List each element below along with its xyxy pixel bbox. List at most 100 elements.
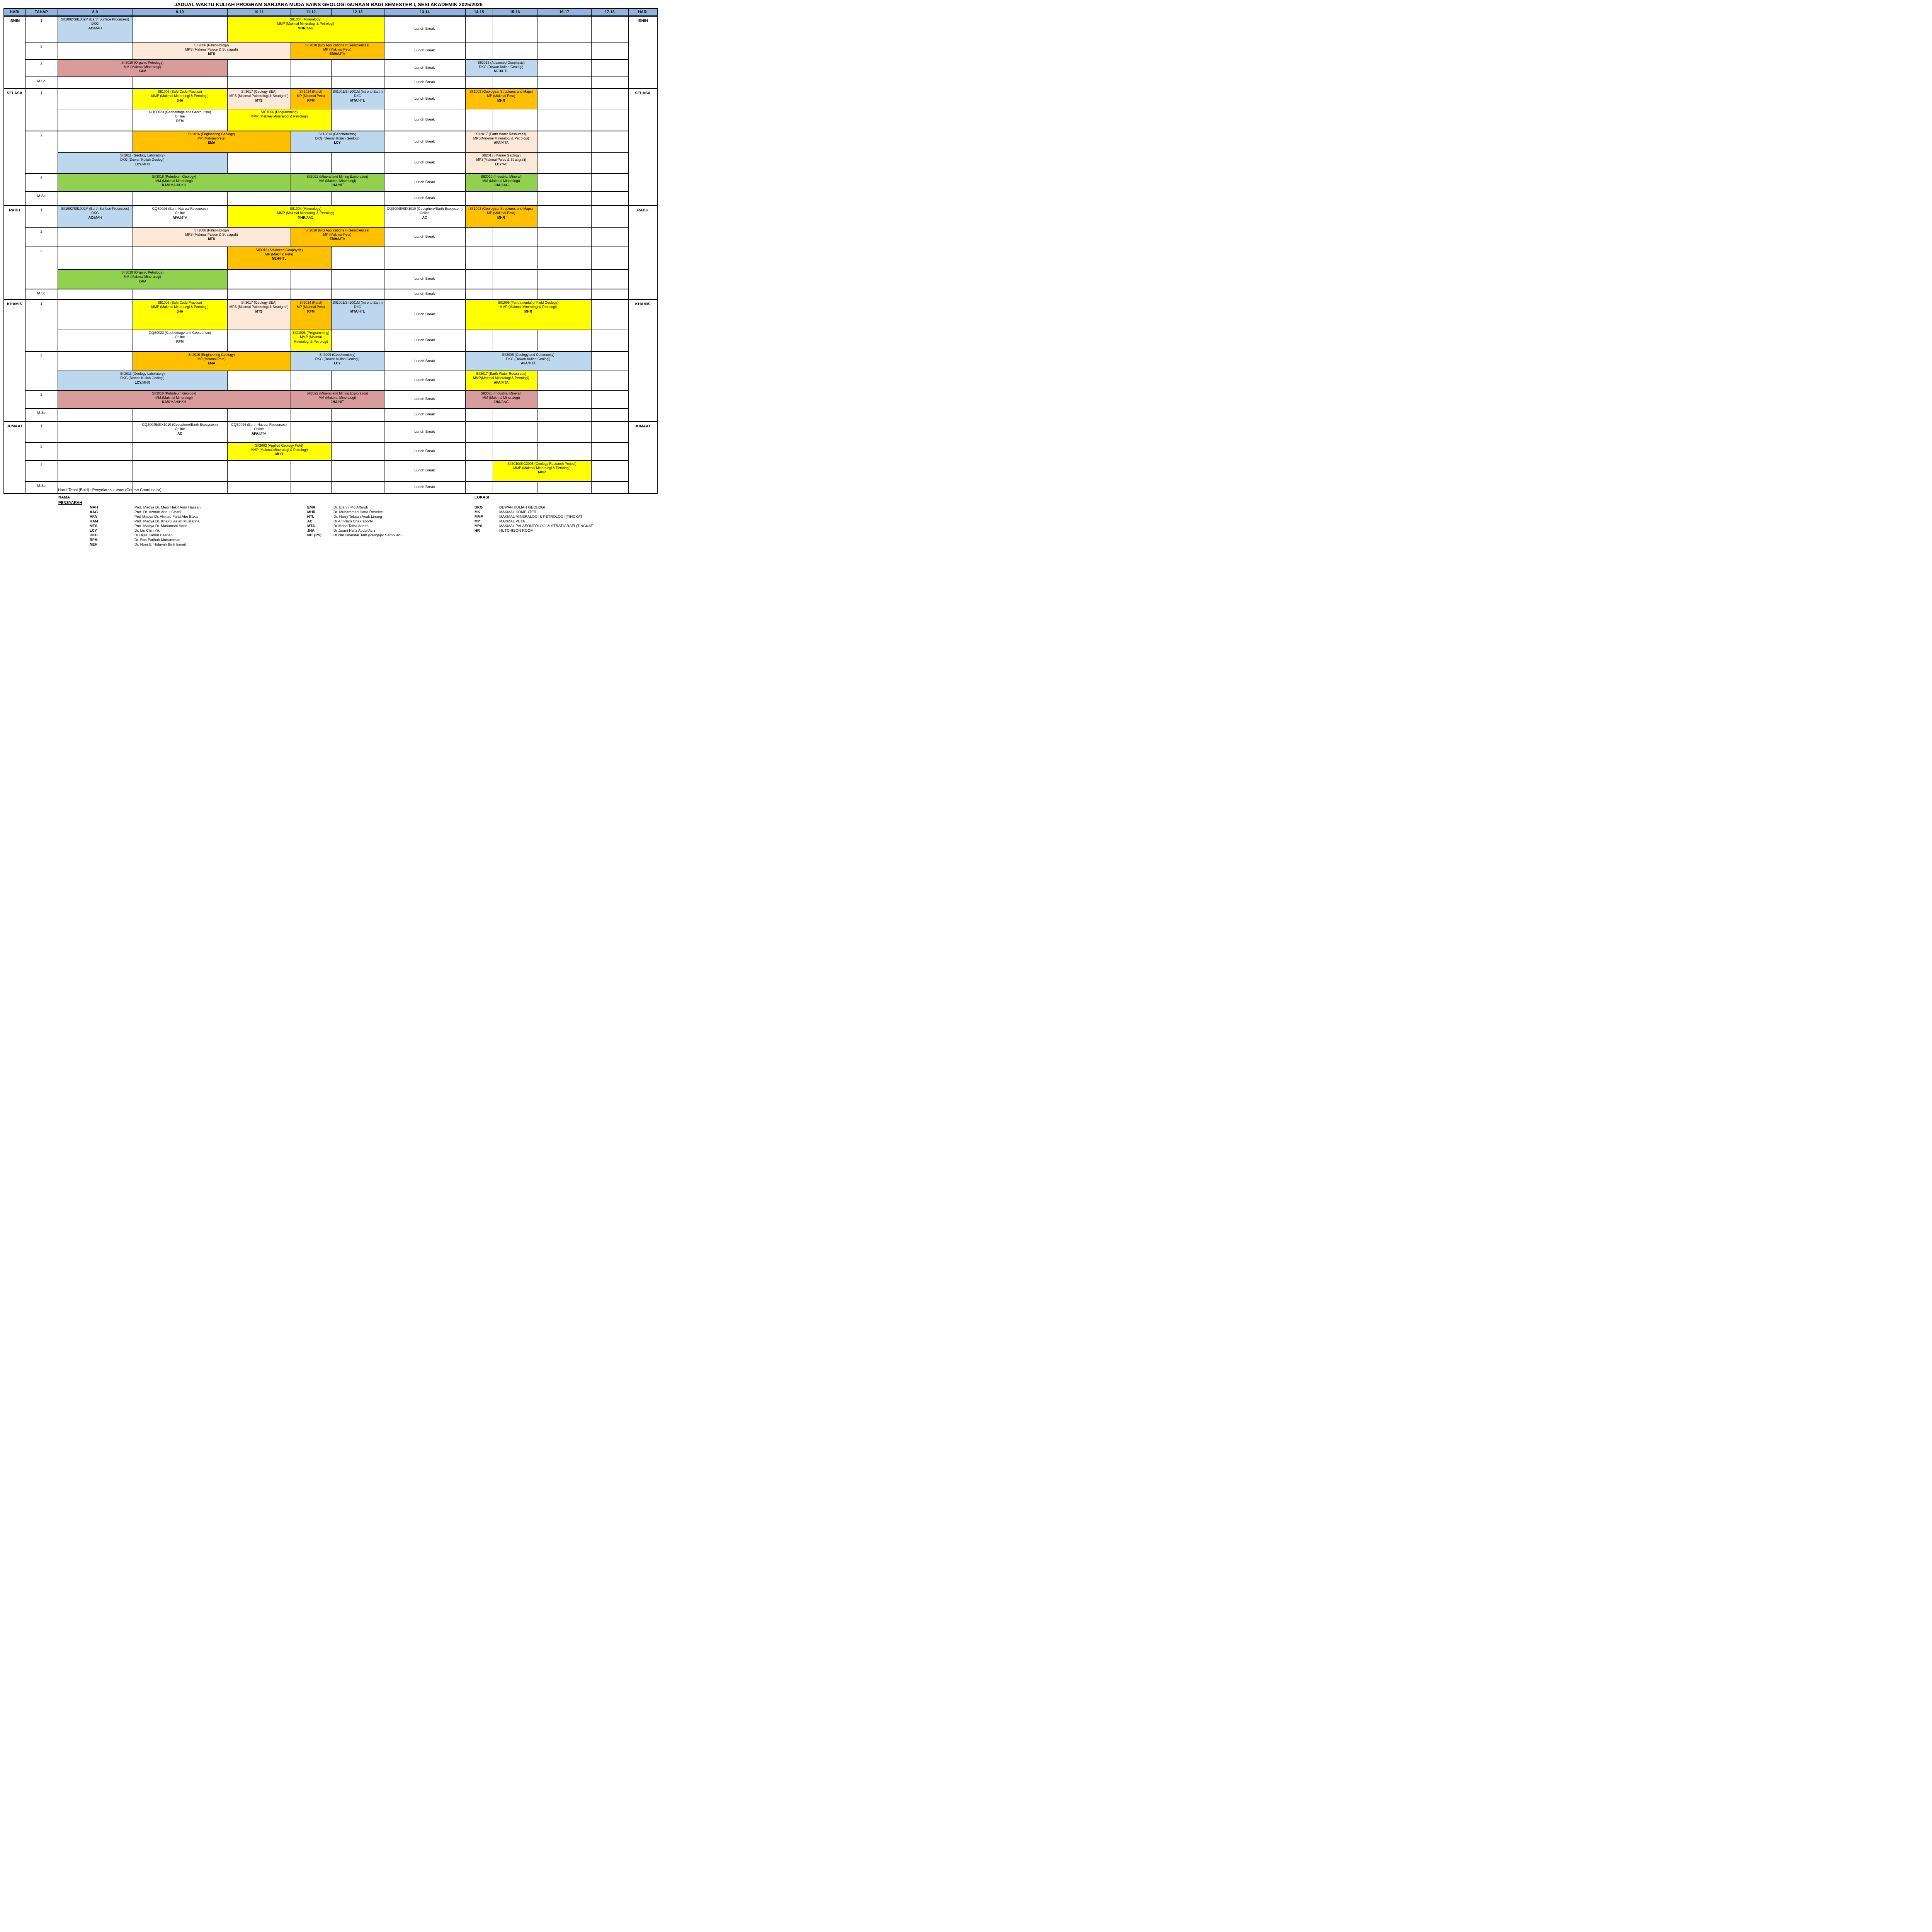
- lunch-break-cell: Lunch Break: [384, 389, 466, 408]
- empty-cell: [331, 109, 384, 131]
- list-item: AFA Prof Madya Dr. Ahmad Farid Abu Bakar: [90, 515, 199, 519]
- tahap-label: 1: [25, 421, 58, 442]
- empty-cell: [465, 288, 493, 299]
- empty-cell: [591, 288, 629, 299]
- empty-cell: [227, 481, 291, 493]
- empty-cell: [465, 421, 493, 442]
- empty-cell: [537, 442, 592, 461]
- day-label-jumaat: JUMAAT: [3, 421, 26, 493]
- empty-cell: [227, 408, 291, 422]
- empty-cell: [132, 288, 228, 299]
- empty-cell: [290, 76, 332, 88]
- lunch-break-cell: Lunch Break: [384, 442, 466, 461]
- class-cell-sii2011: SII2011 (Geology Laboratory) DKG (Dewan K…: [57, 152, 228, 173]
- empty-cell: [591, 109, 629, 131]
- empty-cell: [331, 421, 384, 442]
- col-header-13-14: 13-14: [384, 8, 466, 17]
- empty-cell: [57, 288, 133, 299]
- col-header-17-18: 17-18: [591, 8, 629, 17]
- class-cell-sii3018: SII3018 (Petroleum Geology) MM (Makmal Mi…: [57, 389, 291, 408]
- class-cell-sii2006: SII2006 (Paleontology) MPS (Makmal Paleon…: [132, 41, 291, 60]
- location-list: DKG DEWAN KULIAH GEOLOGI MK MAKMAL KOMPUTE…: [474, 505, 593, 533]
- list-item: AAG Prof. Dr. Azman Abdul Ghani: [90, 510, 181, 514]
- tahap-label: 2: [25, 41, 58, 60]
- empty-cell: [537, 421, 592, 442]
- row-selasa-1a: SELASA 1 SII1006 (Safe Code Practice) MMP…: [3, 88, 658, 206]
- row-jumaat-msc: M.Sc Lunch Break: [4, 481, 657, 493]
- class-cell-sii2017: SII2017 (Earth Water Resources) MMP(Makma…: [465, 371, 537, 390]
- empty-cell: [227, 269, 291, 289]
- empty-cell: [57, 299, 133, 330]
- empty-cell: [591, 269, 629, 289]
- empty-cell: [57, 330, 133, 352]
- empty-cell: [591, 351, 629, 371]
- class-cell-sii2016: SII2016 (Engineering Geology) MP (Makmal …: [132, 351, 291, 371]
- row-khamis-2a: 2 SII2016 (Engineering Geology) MP (Makma…: [4, 351, 657, 390]
- empty-cell: [492, 41, 537, 60]
- empty-cell: [591, 130, 629, 153]
- empty-cell: [331, 330, 384, 352]
- empty-cell: [537, 389, 592, 408]
- tahap-label: 2: [25, 351, 58, 390]
- list-item: HR HUTCHISON ROOM: [474, 529, 534, 533]
- empty-cell: [465, 330, 493, 352]
- list-item: NIT (PS) Dr Nur Iskandar Taib (Pengajar S…: [307, 533, 402, 537]
- lunch-break-cell: Lunch Break: [384, 371, 466, 390]
- row-selasa-3: 3 SII3018 (Petroleum Geology) MM (Makmal …: [4, 173, 657, 192]
- empty-cell: [537, 330, 592, 352]
- list-item: NEH Dr. Noer El Hidayah Binti Ismail: [90, 543, 186, 547]
- empty-cell: [591, 460, 629, 481]
- list-item: EMA Dr. Elanni Md Affandi: [307, 505, 368, 510]
- empty-cell: [492, 288, 537, 299]
- empty-cell: [537, 109, 592, 131]
- col-header-9-10: 9-10: [132, 8, 228, 17]
- class-cell-sii1001: SII1001/SII1001M (Intro to Earth) DKG MTA/…: [331, 88, 384, 109]
- empty-cell: [465, 191, 493, 206]
- empty-cell: [537, 205, 592, 227]
- empty-cell: [492, 15, 537, 42]
- empty-cell: [492, 246, 537, 270]
- empty-cell: [290, 288, 332, 299]
- row-rabu-1: RABU 1 SII1002/SII1002M (Earth Surface P…: [3, 205, 658, 299]
- tahap-label: 2: [25, 130, 58, 173]
- empty-cell: [465, 76, 493, 88]
- class-cell-sii1005: SII1005 (Fundamental of Field Geology) MM…: [465, 299, 592, 330]
- class-cell-sii3013: SII3013 (Advanced Geophysic) MP (Makmal P…: [227, 246, 332, 270]
- row-jumaat-1: JUMAAT 1 GQS0045/SIX1010 (Geosphere/Eart…: [3, 421, 658, 493]
- empty-cell: [290, 481, 332, 493]
- class-cell-sii2017: SII2017 (Earth Water Resources) MPS(Makma…: [465, 130, 537, 153]
- timetable-grid: HARI TAHAP 8-9 9-10 10-11 11-12 12-13 13…: [3, 8, 658, 494]
- class-cell-sii3020: SII3020 (Industrial Mineral) MM (Makmal M…: [465, 389, 537, 408]
- row-khamis-msc: M.Sc Lunch Break: [4, 408, 657, 422]
- lecturer-list-1: MAH Prof. Madya Dr. Meor Hakif Amir Hassa…: [90, 505, 201, 547]
- empty-cell: [132, 76, 228, 88]
- class-cell-sii1006: SII1006 (Safe Code Practice) MMP (Makmal …: [132, 88, 228, 109]
- empty-cell: [132, 460, 228, 481]
- location-list-header: LOKASI: [474, 495, 489, 500]
- empty-cell: [227, 59, 291, 77]
- empty-cell: [492, 442, 537, 461]
- class-cell-sii3019: SII3019 (Organic Petrology) MM (Makmal Mi…: [57, 269, 228, 289]
- day-label-khamis-right: KHAMIS: [628, 299, 658, 422]
- row-rabu-3b: SII3019 (Organic Petrology) MM (Makmal Mi…: [4, 269, 657, 289]
- list-item: RFM Dr. Ros Fatihah Muhammad: [90, 538, 180, 542]
- empty-cell: [591, 330, 629, 352]
- empty-cell: [132, 481, 228, 493]
- class-cell-sii2014: SII2014 (Karst) MP (Makmal Peta) RFM: [290, 88, 332, 109]
- empty-cell: [537, 371, 592, 390]
- empty-cell: [331, 442, 384, 461]
- empty-cell: [57, 109, 133, 131]
- empty-cell: [537, 226, 592, 247]
- list-item: HTL Dr. Harry Telajan Anak Linang: [307, 515, 382, 519]
- tahap-label: 2: [25, 226, 58, 247]
- lunch-break-cell: Lunch Break: [384, 269, 466, 289]
- lecturer-list-header: NAMA PENSYARAH: [58, 495, 82, 505]
- empty-cell: [492, 76, 537, 88]
- empty-cell: [465, 442, 493, 461]
- col-header-10-11: 10-11: [227, 8, 291, 17]
- empty-cell: [537, 269, 592, 289]
- empty-cell: [465, 269, 493, 289]
- empty-cell: [331, 408, 384, 422]
- empty-cell: [57, 76, 133, 88]
- lunch-break-cell: Lunch Break: [384, 130, 466, 153]
